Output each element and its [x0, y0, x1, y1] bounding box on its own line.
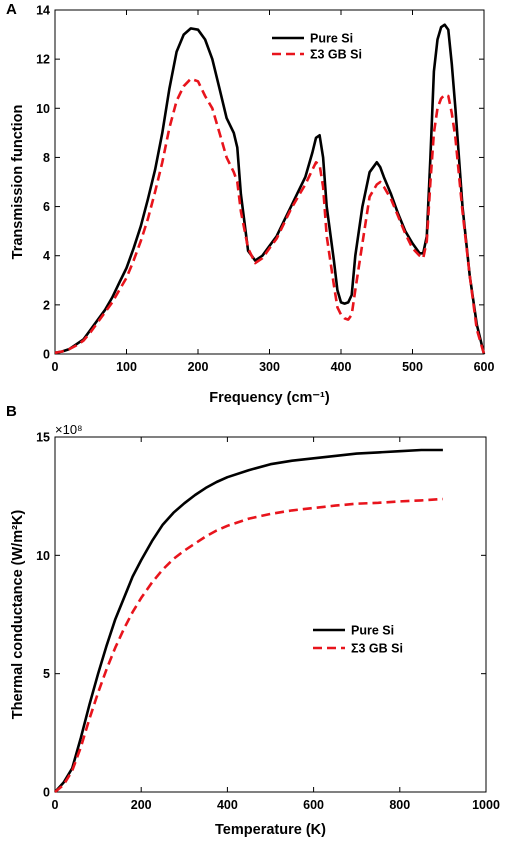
y-axis-label: Thermal conductance (W/m²K)	[10, 510, 26, 720]
chart-a: 0 100 200 300 400 500 600 0 2 4 6 8 10 12 14 Frequency …	[10, 4, 494, 407]
x-tick-label: 400	[331, 360, 352, 374]
y-tick-label: 6	[43, 200, 50, 214]
x-axis-label: Temperature (K)	[215, 822, 326, 838]
x-tick-label: 100	[116, 360, 137, 374]
y-tick-label: 5	[43, 667, 50, 681]
series-line-sigma3-gb-si	[54, 77, 486, 355]
y-tick-label: 2	[43, 298, 50, 312]
y-axis-label: Transmission function	[10, 105, 26, 260]
x-tick-label: 600	[474, 360, 495, 374]
legend-label-sigma3-gb-si: Σ3 GB Si	[310, 48, 362, 62]
y-tick-label: 4	[43, 249, 50, 263]
x-tick-label: 0	[52, 360, 59, 374]
panel-label-b: B	[6, 403, 17, 420]
y-tick-label: 0	[43, 348, 50, 362]
y-tick-label: 12	[36, 53, 50, 67]
x-tick-label: 200	[188, 360, 209, 374]
x-tick-label: 800	[389, 798, 410, 812]
panel-label-a: A	[6, 1, 17, 18]
series-line-pure-si	[54, 23, 486, 355]
x-tick-label: 0	[52, 798, 59, 812]
legend-label-sigma3-gb-si: Σ3 GB Si	[351, 642, 403, 656]
series-line-pure-si	[54, 448, 443, 793]
plot-frame	[54, 436, 487, 793]
legend-label-pure-si: Pure Si	[351, 624, 394, 638]
y-tick-label: 10	[36, 549, 50, 563]
y-tick-label: 10	[36, 102, 50, 116]
y-tick-label: 0	[43, 786, 50, 800]
y-exponent-label: ×10⁸	[55, 422, 83, 437]
x-tick-label: 600	[303, 798, 324, 812]
x-tick-label: 1000	[472, 798, 500, 812]
series-line-sigma3-gb-si	[54, 497, 443, 794]
x-tick-label: 500	[402, 360, 423, 374]
chart-b: 0 200 400 600 800 1000 0 5 10 15 Temperature (K) Th…	[10, 422, 500, 838]
y-tick-label: 14	[36, 4, 50, 18]
x-tick-label: 300	[259, 360, 280, 374]
plot-frame	[54, 9, 485, 355]
x-axis-label: Frequency (cm⁻¹)	[209, 390, 330, 406]
x-tick-label: 400	[217, 798, 238, 812]
legend-label-pure-si: Pure Si	[310, 32, 353, 46]
y-tick-label: 8	[43, 151, 50, 165]
y-tick-label: 15	[36, 431, 50, 445]
x-tick-label: 200	[131, 798, 152, 812]
